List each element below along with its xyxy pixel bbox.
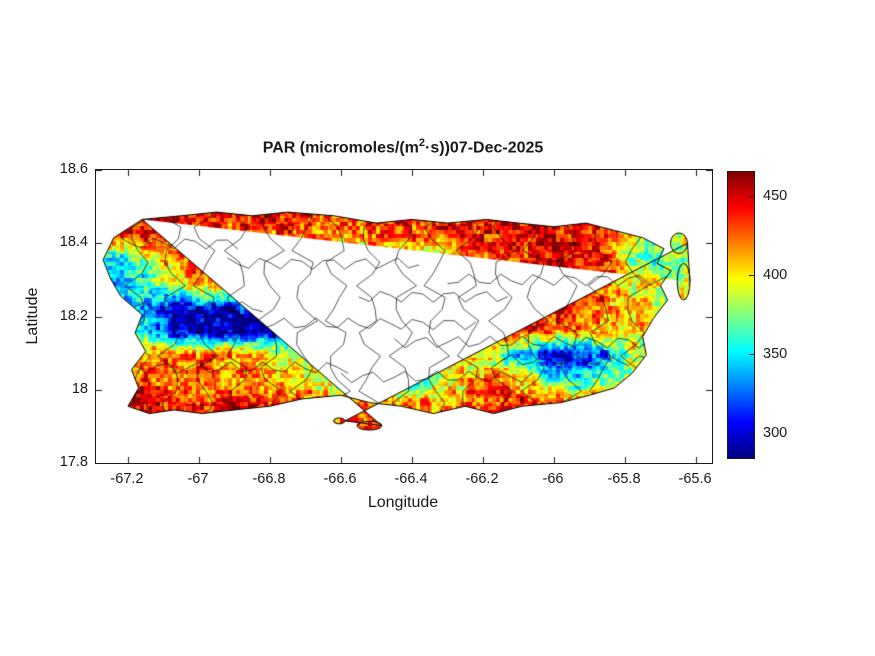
colorbar-tick-mark: [749, 354, 754, 356]
chart-title-superscript: 2: [418, 137, 426, 149]
colorbar-tick-mark: [749, 433, 754, 435]
y-tick-label: 18.4: [59, 234, 88, 251]
y-tick-label: 18.2: [59, 307, 88, 324]
x-tick-label: -66.2: [465, 471, 499, 487]
colorbar-tick-label: 400: [763, 267, 788, 284]
chart-title-prefix: PAR (micromoles/(m: [262, 139, 419, 157]
chart-title: PAR (micromoles/(m2·s))07-Dec-2025: [95, 137, 711, 157]
x-tick-label: -66.4: [394, 471, 428, 487]
x-tick-label: -65.6: [678, 471, 712, 487]
x-tick-label: -67.2: [110, 471, 144, 487]
colorbar-tick-mark: [749, 275, 754, 277]
colorbar-tick-mark: [749, 196, 754, 198]
plot-area: [95, 169, 713, 464]
x-tick-label: -66.6: [323, 471, 357, 487]
colorbar-tick-label: 300: [763, 425, 788, 442]
colorbar-tick-label: 350: [763, 346, 788, 363]
x-tick-label: -66.8: [252, 471, 286, 487]
y-tick-label: 17.8: [59, 454, 88, 470]
x-tick-label: -66: [542, 471, 564, 487]
colorbar: [727, 171, 755, 459]
y-tick-label: 18.6: [59, 161, 88, 177]
x-tick-label: -67: [187, 471, 209, 487]
x-tick-label: -65.8: [607, 471, 641, 487]
y-tick-label: 18: [71, 380, 88, 397]
par-heatmap-canvas: [96, 170, 712, 463]
x-axis-label: Longitude: [367, 494, 439, 511]
colorbar-tick-label: 450: [763, 188, 788, 205]
chart-title-suffix: ·s))07-Dec-2025: [425, 139, 544, 157]
